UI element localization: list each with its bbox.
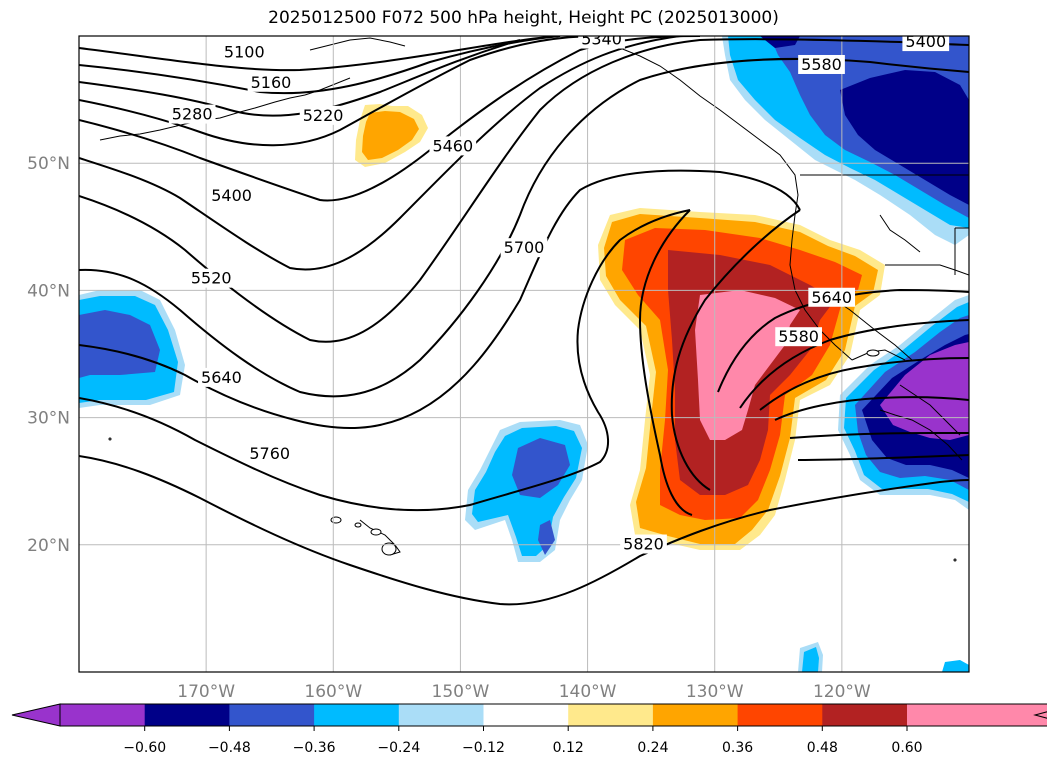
contour-label-mask (198, 367, 245, 387)
contour-label: 5400 (211, 186, 252, 205)
lat-tick-label: 50°N (27, 154, 70, 174)
colorbar-extend-min (11, 703, 61, 727)
contour-label-mask (902, 36, 950, 52)
colorbar-tick-label: −0.48 (208, 740, 251, 756)
lon-tick-label: 120°W (813, 682, 871, 702)
lon-tick-label: 170°W (177, 682, 235, 702)
contour-label-mask (246, 444, 294, 464)
contour-label-mask (187, 268, 235, 288)
colorbar-segment (483, 704, 569, 726)
contour-label: 5580 (778, 327, 819, 346)
contour-label: 5640 (201, 368, 242, 387)
contour-label-mask (620, 534, 667, 554)
lat-tick-label: 30°N (27, 409, 70, 429)
contour-label-mask (808, 287, 856, 307)
colorbar-tick-label: 0.12 (553, 740, 584, 756)
contour-label-mask (299, 105, 347, 125)
colorbar-segment (398, 704, 484, 726)
colorbar-tick-label: −0.60 (123, 740, 166, 756)
contour-label: 5100 (224, 42, 265, 61)
colorbar-tick-label: 0.36 (722, 740, 753, 756)
contour-label-mask (798, 54, 845, 74)
contour-label-mask (208, 186, 255, 205)
contour-label: 5640 (811, 288, 852, 307)
lat-tick-label: 20°N (27, 536, 70, 556)
colorbar-tick-label: −0.12 (462, 740, 505, 756)
colorbar: −0.60 −0.48 −0.36 −0.24 −0.12 0.12 0.24 0.36 0.4… (11, 703, 1047, 756)
colorbar-segment (652, 704, 739, 726)
map-frame (78, 35, 970, 673)
colorbar-segment (568, 704, 654, 726)
colorbar-segment (144, 704, 230, 726)
contour-label-mask (429, 136, 477, 156)
colorbar-segment (737, 704, 823, 726)
colorbar-segment (822, 704, 908, 726)
contour-label: 5160 (251, 73, 292, 92)
latitude-axis-labels: 20°N 30°N 40°N 50°N (27, 154, 70, 556)
lon-tick-label: 130°W (686, 682, 744, 702)
contour-label: 5760 (249, 444, 290, 463)
colorbar-segment (907, 704, 993, 726)
figure-title: 2025012500 F072 500 hPa height, Height P… (268, 8, 779, 28)
contour-label: 5340 (581, 30, 622, 49)
contour-label: 5700 (504, 238, 545, 257)
contour-label-mask (220, 42, 268, 62)
colorbar-segment (314, 704, 400, 726)
colorbar-segment (229, 704, 315, 726)
contour-label: 5580 (801, 55, 842, 74)
contour-label-mask (775, 327, 822, 347)
lon-tick-label: 140°W (559, 682, 617, 702)
longitude-axis-labels: 170°W 160°W 150°W 140°W 130°W 120°W (177, 682, 871, 702)
contour-label-mask (168, 104, 216, 124)
lon-tick-label: 150°W (432, 682, 490, 702)
contour-label: 5460 (432, 136, 473, 155)
colorbar-tick-label: −0.36 (293, 740, 336, 756)
contour-label: 5520 (191, 269, 232, 288)
colorbar-segment (60, 704, 146, 726)
negative-anomaly-shading (79, 36, 969, 672)
lon-tick-label: 160°W (304, 682, 362, 702)
contour-label: 5220 (303, 106, 344, 125)
contour-label-mask (247, 72, 295, 92)
colorbar-tick-label: 0.24 (637, 740, 668, 756)
colorbar-extend-max (1033, 711, 1047, 719)
lat-tick-label: 40°N (27, 281, 70, 301)
colorbar-tick-label: 0.60 (891, 740, 922, 756)
contour-label: 5820 (623, 535, 664, 554)
colorbar-tick-label: 0.48 (807, 740, 838, 756)
contour-labels: 5100 5160 5220 5280 5340 5400 5400 5460 5520 5580… (168, 30, 950, 554)
contour-label: 5400 (905, 32, 946, 51)
contour-label: 5280 (172, 105, 213, 124)
colorbar-tick-label: −0.24 (377, 740, 420, 756)
contour-label-mask (500, 238, 548, 258)
colorbar-segment (991, 704, 1047, 726)
contour-label-mask (578, 36, 625, 49)
